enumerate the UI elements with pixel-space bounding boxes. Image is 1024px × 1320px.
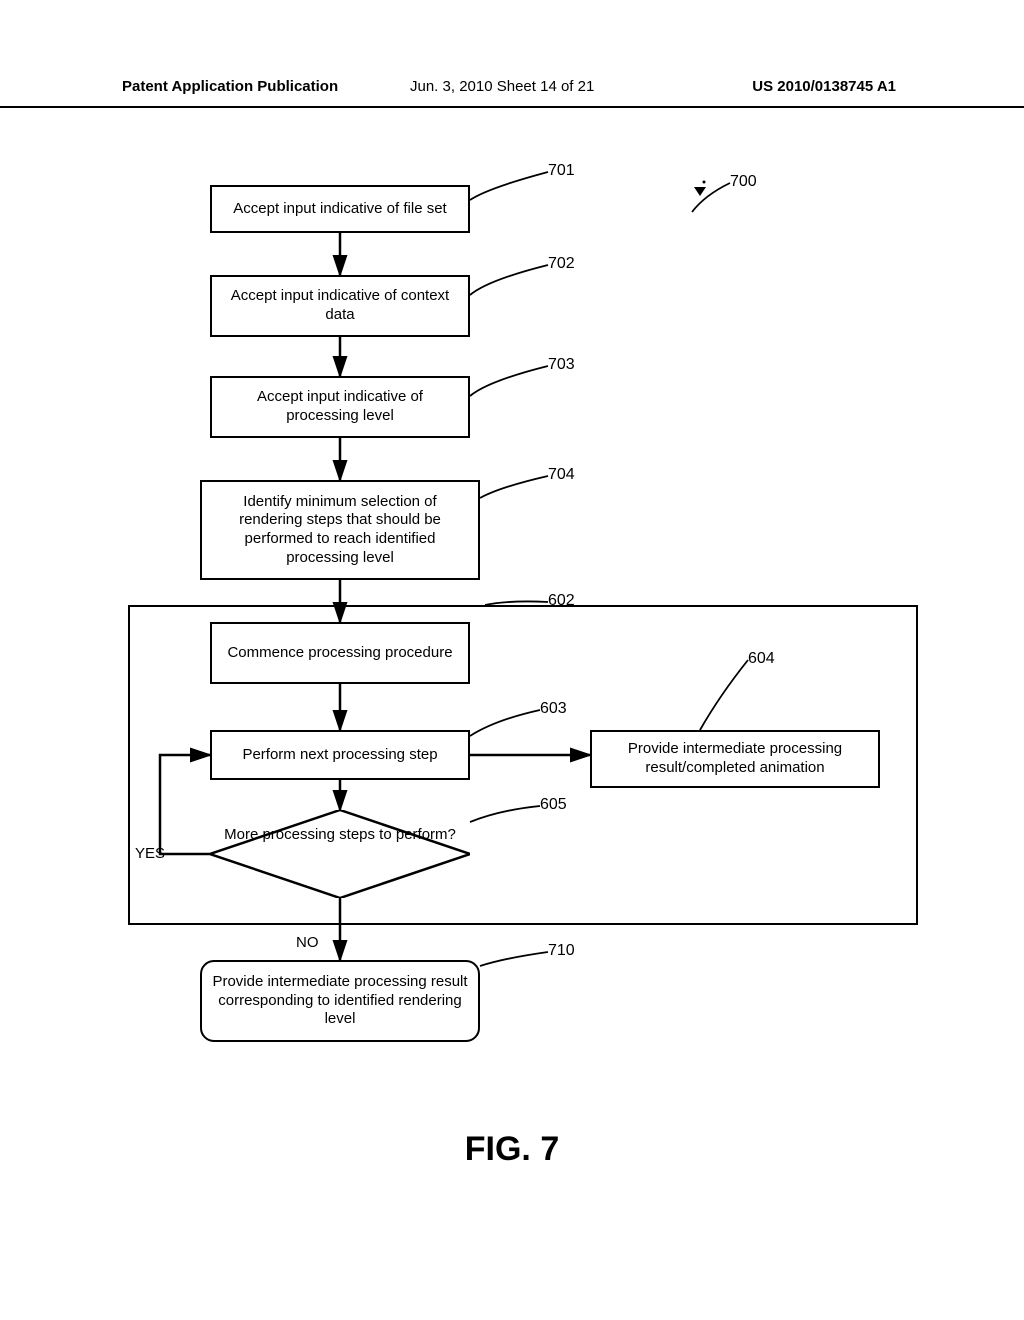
edge-label: NO [296,934,319,951]
reference-numeral: 703 [548,356,575,374]
flow-node-n702: Accept input indicative of context data [210,275,470,337]
flow-node-n602box: Commence processing procedure [210,622,470,684]
figure-caption: FIG. 7 [0,1130,1024,1169]
flow-node-label: Accept input indicative of processing le… [220,388,460,426]
decision-node-d605: More processing steps to perform? [210,810,470,898]
reference-numeral: 704 [548,466,575,484]
flow-node-n710: Provide intermediate processing result c… [200,960,480,1042]
edge-label: YES [135,845,165,862]
flow-node-label: Identify minimum selection of rendering … [210,493,470,568]
flow-node-label: Provide intermediate processing result/c… [600,740,870,778]
reference-numeral: 701 [548,162,575,180]
reference-numeral: 604 [748,650,775,668]
reference-numeral: 605 [540,796,567,814]
header-center: Jun. 3, 2010 Sheet 14 of 21 [410,78,594,95]
flow-node-label: Provide intermediate processing result c… [210,973,470,1029]
reference-numeral: 603 [540,700,567,718]
header-right: US 2010/0138745 A1 [752,78,896,95]
reference-numeral: 702 [548,255,575,273]
flow-node-n704: Identify minimum selection of rendering … [200,480,480,580]
header-left: Patent Application Publication [122,78,338,95]
flow-node-n703: Accept input indicative of processing le… [210,376,470,438]
flow-node-label: Accept input indicative of file set [233,200,446,219]
flow-node-label: Accept input indicative of context data [220,287,460,325]
flow-node-label: Commence processing procedure [227,644,452,663]
page-header: Patent Application Publication Jun. 3, 2… [0,78,1024,108]
flow-node-n701: Accept input indicative of file set [210,185,470,233]
flow-node-n603: Perform next processing step [210,730,470,780]
reference-numeral: 700 [730,173,757,191]
reference-numeral: 710 [548,942,575,960]
decision-label: More processing steps to perform? [210,826,470,844]
flow-node-n604: Provide intermediate processing result/c… [590,730,880,788]
flow-node-label: Perform next processing step [242,746,437,765]
flowchart-diagram: Accept input indicative of file set 701 70… [0,140,1024,1080]
reference-numeral: 602 [548,592,575,610]
